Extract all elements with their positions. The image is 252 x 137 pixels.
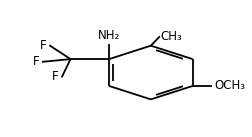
- Text: OCH₃: OCH₃: [214, 79, 245, 92]
- Text: CH₃: CH₃: [161, 30, 182, 43]
- Text: F: F: [33, 55, 39, 68]
- Text: F: F: [52, 70, 58, 83]
- Text: NH₂: NH₂: [98, 29, 120, 42]
- Text: F: F: [40, 39, 46, 52]
